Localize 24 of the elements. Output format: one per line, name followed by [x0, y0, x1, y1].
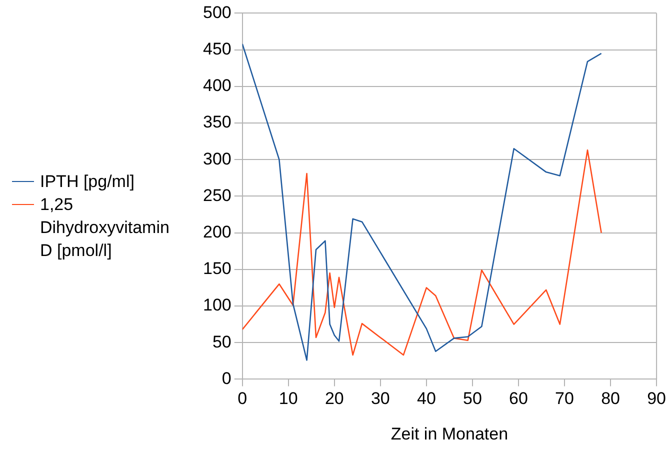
y-tick-label: 350: [202, 112, 232, 132]
x-tick-label: 0: [238, 389, 248, 408]
x-tick-label: 50: [463, 389, 482, 408]
y-tick-label: 150: [202, 259, 232, 278]
x-tick-label: 70: [555, 389, 574, 408]
x-tick-label: 30: [370, 389, 390, 408]
x-tick-label: 10: [278, 389, 298, 408]
y-tick-label: 500: [202, 2, 232, 22]
x-tick-label: 90: [647, 389, 666, 408]
y-tick-label: 450: [202, 39, 232, 58]
y-tick-label: 400: [202, 76, 232, 96]
y-tick-label: 200: [202, 222, 232, 242]
x-tick-label: 80: [601, 389, 620, 408]
y-tick-label: 100: [202, 296, 232, 315]
y-tick-label: 50: [212, 332, 232, 352]
y-tick-label: 0: [222, 368, 232, 388]
y-tick-label: 250: [202, 186, 232, 205]
x-tick-label: 40: [416, 389, 436, 408]
x-axis-title: Zeit in Monaten: [390, 424, 508, 444]
y-tick-label: 300: [202, 149, 232, 168]
legend-label: 1,25 Dihydroxyvitamin D [pmol/l]: [40, 194, 170, 262]
x-tick-label: 60: [509, 389, 528, 408]
x-tick-label: 20: [324, 389, 344, 408]
legend-label: IPTH [pg/ml]: [40, 171, 136, 193]
